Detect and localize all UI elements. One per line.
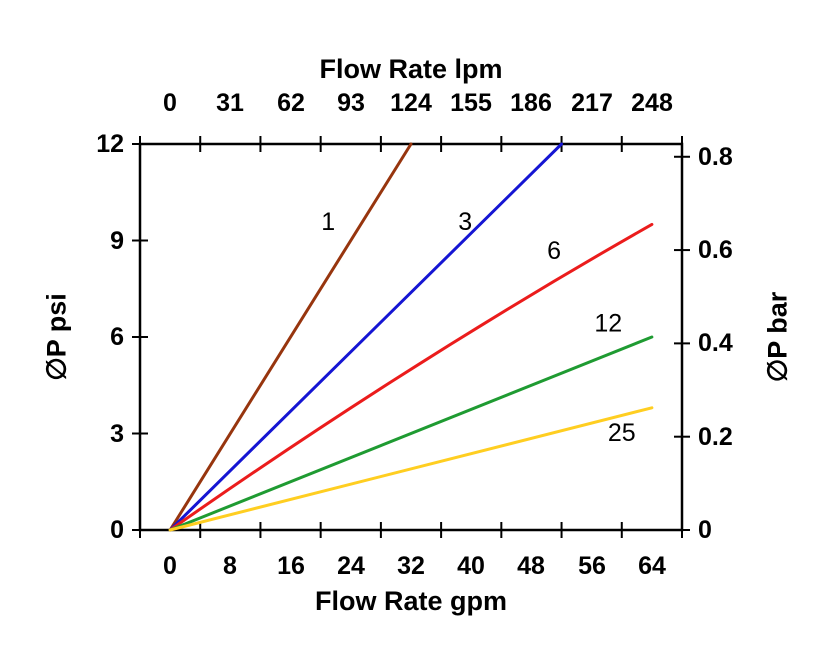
right-axis-title: ∅P bar — [762, 291, 793, 383]
left-tick-label: 12 — [96, 130, 124, 158]
left-axis-title: ∅P psi — [41, 293, 72, 381]
bottom-tick-label: 0 — [163, 552, 177, 580]
top-tick-label: 217 — [571, 89, 613, 117]
right-tick-label: 0.6 — [698, 236, 733, 264]
right-tick-label: 0 — [698, 516, 712, 544]
bottom-tick-label: 40 — [457, 552, 485, 580]
bottom-tick-label: 8 — [223, 552, 237, 580]
series-label-3: 3 — [458, 208, 472, 236]
left-tick-label: 0 — [110, 516, 124, 544]
bottom-tick-label: 64 — [638, 552, 666, 580]
series-line-3 — [168, 142, 564, 532]
series-label-1: 1 — [321, 208, 335, 236]
series-line-25 — [168, 406, 654, 532]
top-tick-label: 0 — [163, 89, 177, 117]
top-tick-label: 93 — [337, 89, 365, 117]
left-tick-label: 9 — [110, 227, 124, 255]
series-label-25: 25 — [608, 419, 636, 447]
series-line-12 — [168, 335, 654, 532]
top-tick-label: 155 — [450, 89, 492, 117]
top-axis-title: Flow Rate lpm — [319, 54, 503, 84]
bottom-axis-title: Flow Rate gpm — [314, 586, 507, 616]
left-tick-label: 6 — [110, 323, 124, 351]
bottom-tick-label: 32 — [397, 552, 425, 580]
bottom-tick-label: 56 — [578, 552, 606, 580]
bottom-tick-label: 24 — [337, 552, 365, 580]
top-tick-label: 62 — [277, 89, 305, 117]
top-tick-label: 124 — [390, 89, 432, 117]
series-line-6 — [168, 222, 654, 532]
right-tick-label: 0.8 — [698, 143, 733, 171]
right-tick-label: 0.4 — [698, 329, 733, 357]
top-tick-label: 31 — [216, 89, 244, 117]
series-label-12: 12 — [594, 310, 622, 338]
left-tick-label: 3 — [110, 420, 124, 448]
right-tick-label: 0.2 — [698, 423, 733, 451]
series-label-6: 6 — [547, 237, 561, 265]
top-tick-label: 248 — [631, 89, 673, 117]
bottom-tick-label: 16 — [277, 552, 305, 580]
bottom-tick-label: 48 — [517, 552, 545, 580]
series-line-1 — [168, 142, 413, 532]
top-tick-label: 186 — [510, 89, 552, 117]
